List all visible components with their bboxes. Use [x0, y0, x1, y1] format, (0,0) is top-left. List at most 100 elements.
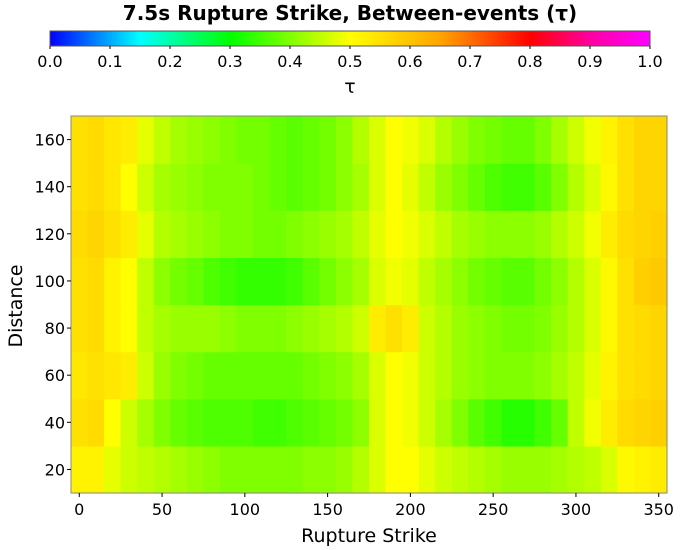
- heatmap-cell: [120, 116, 138, 164]
- heatmap-cell: [71, 116, 89, 164]
- heatmap-cell: [435, 257, 453, 306]
- heatmap-cell: [451, 304, 469, 353]
- heatmap-cell: [584, 257, 602, 306]
- heatmap-cell: [600, 210, 618, 258]
- colorbar-gradient: [49, 30, 651, 47]
- heatmap-cell: [650, 116, 668, 164]
- heatmap-cell: [369, 304, 387, 353]
- heatmap-cell: [153, 445, 171, 494]
- heatmap-cell: [236, 116, 254, 164]
- heatmap-cell: [286, 304, 304, 353]
- heatmap-cell: [236, 351, 254, 400]
- heatmap-cell: [253, 257, 271, 306]
- heatmap-cell: [236, 257, 254, 306]
- heatmap-cell: [468, 304, 486, 353]
- heatmap-cell: [567, 445, 585, 494]
- heatmap-cell: [551, 304, 569, 353]
- colorbar-tick-label: 0.9: [577, 52, 602, 71]
- heatmap-cell: [253, 445, 271, 494]
- heatmap-cell: [269, 304, 287, 353]
- heatmap-cell: [369, 116, 387, 164]
- colorbar-tick-label: 0.7: [457, 52, 482, 71]
- heatmap-cell: [584, 445, 602, 494]
- heatmap-cell: [567, 163, 585, 211]
- heatmap-cell: [402, 351, 420, 400]
- heatmap-cell: [418, 116, 436, 164]
- heatmap-cell: [71, 257, 89, 306]
- heatmap-cell: [501, 116, 519, 164]
- x-tick-label: 100: [230, 500, 261, 519]
- heatmap-cell: [302, 304, 320, 353]
- heatmap-cell: [369, 398, 387, 447]
- heatmap-cell: [104, 116, 122, 164]
- heatmap-cell: [600, 116, 618, 164]
- heatmap-cell: [269, 116, 287, 164]
- y-tick-label: 120: [34, 225, 65, 244]
- x-tick-label: 150: [312, 500, 343, 519]
- heatmap-cell: [435, 163, 453, 211]
- y-tick-label: 80: [45, 319, 65, 338]
- heatmap-cell: [137, 304, 155, 353]
- heatmap-cell: [120, 398, 138, 447]
- heatmap-cell: [418, 210, 436, 258]
- heatmap-cell: [319, 116, 337, 164]
- heatmap-cell: [402, 163, 420, 211]
- colorbar-tick-label: 0.4: [277, 52, 302, 71]
- heatmap-cell: [335, 351, 354, 400]
- heatmap-cell: [120, 257, 138, 306]
- heatmap-cell: [170, 116, 188, 164]
- x-axis-label: Rupture Strike: [301, 525, 437, 547]
- y-tick-label: 60: [45, 366, 65, 385]
- heatmap-cell: [501, 351, 519, 400]
- heatmap-cell: [451, 163, 469, 211]
- colorbar-tick-label: 0.1: [97, 52, 122, 71]
- heatmap-cell: [468, 163, 486, 211]
- heatmap-cell: [87, 210, 105, 258]
- heatmap-cell: [418, 351, 436, 400]
- heatmap-cell: [203, 210, 221, 258]
- heatmap-cell: [236, 210, 254, 258]
- heatmap-cell: [369, 351, 387, 400]
- heatmap-cell: [650, 163, 668, 211]
- heatmap-cell: [518, 445, 536, 494]
- heatmap-cell: [534, 304, 552, 353]
- heatmap-cell: [451, 398, 469, 447]
- heatmap-cell: [170, 257, 188, 306]
- x-axis-ticks: 0 50 100 150 200 250 300 350: [74, 493, 674, 519]
- heatmap-cell: [402, 116, 420, 164]
- heatmap-cell: [551, 257, 569, 306]
- heatmap-cell: [518, 116, 536, 164]
- heatmap-cell: [335, 116, 354, 164]
- heatmap-cell: [87, 304, 105, 353]
- heatmap-cell: [352, 445, 370, 494]
- heatmap-cell: [418, 398, 436, 447]
- heatmap-cell: [584, 210, 602, 258]
- heatmap-cell: [617, 116, 635, 164]
- heatmap-cell: [352, 398, 370, 447]
- heatmap-cell: [104, 257, 122, 306]
- heatmap-cell: [153, 304, 171, 353]
- colorbar-tick-label: 0.5: [337, 52, 362, 71]
- heatmap-cell: [435, 398, 453, 447]
- heatmap-cell: [385, 210, 403, 258]
- heatmap-cell: [435, 445, 453, 494]
- heatmap-cell: [385, 445, 403, 494]
- heatmap-cell: [468, 398, 486, 447]
- heatmap-cells: [71, 116, 668, 494]
- heatmap-cell: [518, 351, 536, 400]
- heatmap-cell: [104, 304, 122, 353]
- heatmap-cell: [104, 163, 122, 211]
- heatmap-cell: [633, 257, 652, 306]
- colorbar-tick-label: 1.0: [637, 52, 662, 71]
- heatmap-cell: [352, 351, 370, 400]
- heatmap-cell: [153, 116, 171, 164]
- heatmap-cell: [137, 210, 155, 258]
- heatmap-cell: [468, 351, 486, 400]
- heatmap-cell: [567, 116, 585, 164]
- heatmap-cell: [153, 398, 171, 447]
- heatmap-cell: [153, 351, 171, 400]
- heatmap-cell: [650, 304, 668, 353]
- heatmap-cell: [534, 398, 552, 447]
- heatmap-cell: [335, 210, 354, 258]
- heatmap-cell: [319, 398, 337, 447]
